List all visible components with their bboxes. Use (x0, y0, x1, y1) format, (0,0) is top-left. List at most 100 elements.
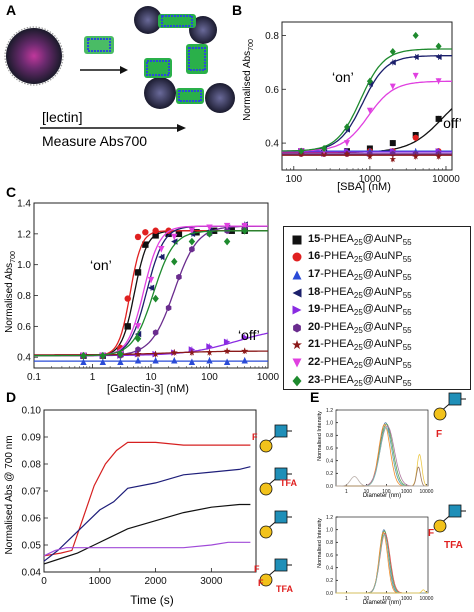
data-point-23 (241, 226, 248, 235)
galactose-circle-icon (259, 573, 273, 587)
legend-polymer: PHEA (323, 303, 354, 316)
x-tick-label: 100 (201, 372, 218, 383)
data-point-17 (171, 357, 178, 364)
legend-item: 19-PHEA25@AuNP55 (290, 301, 466, 319)
panel-d-plot: 0 1000 2000 3000 0.04 0.05 0.06 0.07 0.08 0.09 0.1… (22, 406, 257, 587)
legend-marker (292, 252, 302, 262)
y-tick-label: 0.2 (326, 578, 333, 584)
panel-e-glycan-glyphs: F F TFA (428, 392, 466, 551)
legend-particle: @AuNP (362, 373, 403, 386)
legend: 15-PHEA25@AuNP55 16-PHEA25@AuNP55 17-PHEA2… (283, 226, 471, 390)
triangle-down-marker-icon (292, 358, 302, 368)
y-tick-label: 0.05 (22, 541, 42, 552)
data-point-19 (223, 338, 231, 345)
panel-b-xlabel: [SBA] (nM) (337, 181, 391, 193)
diamond-marker-icon (292, 375, 302, 386)
y-tick-label: 0.06 (22, 514, 42, 525)
legend-polymer: PHEA (323, 250, 354, 263)
data-point-15 (134, 269, 142, 276)
x-tick-label: 0 (41, 576, 47, 587)
x-tick-label: 100 (382, 489, 391, 495)
fit-curve-22 (282, 80, 452, 152)
data-point-23 (435, 42, 442, 50)
panel-letter-b: B (232, 2, 242, 18)
legend-dash: - (320, 355, 324, 368)
legend-number: 19 (308, 303, 321, 316)
size-distribution-0-6 (336, 466, 428, 487)
glyph-label: F (252, 432, 258, 442)
kinetics-line-3 (43, 541, 251, 557)
y-tick-label: 1.0 (326, 527, 333, 533)
legend-marker (292, 235, 302, 245)
y-tick-label: 0.04 (22, 568, 42, 579)
data-point-22 (134, 323, 142, 330)
data-point-15 (124, 323, 131, 330)
plot-frame (281, 21, 453, 171)
size-distribution-0-3 (336, 425, 428, 487)
y-tick-label: 0.4 (17, 353, 31, 364)
legend-dash: - (320, 338, 324, 351)
legend-polymer-sub: 25 (353, 308, 363, 318)
legend-polymer-sub: 25 (353, 343, 363, 353)
legend-label: 23-PHEA25@AuNP55 (308, 374, 412, 388)
panel-c-off-label: ‘off’ (238, 327, 260, 343)
data-point-16 (412, 134, 419, 141)
legend-dash: - (320, 285, 324, 298)
glyph-label: F (258, 578, 264, 588)
galactose-circle-icon (259, 482, 273, 496)
nanoparticle-icon (4, 26, 64, 86)
data-point-21 (134, 350, 142, 358)
legend-label: 18-PHEA25@AuNP55 (308, 286, 412, 300)
data-point-21 (412, 153, 419, 160)
legend-polymer: PHEA (323, 285, 354, 298)
data-point-23 (321, 144, 328, 153)
legend-item: 17-PHEA25@AuNP55 (290, 266, 466, 284)
panel-c-xlabel: [Galectin-3] (nM) (107, 383, 189, 395)
glcnac-square-icon (274, 510, 288, 524)
glcnac-square-icon (448, 392, 462, 406)
data-point-16 (152, 227, 159, 234)
data-point-19 (241, 333, 248, 341)
y-tick-label: 1.2 (326, 515, 333, 521)
y-tick-label: 0.09 (22, 433, 42, 444)
y-tick-label: 1.2 (326, 408, 333, 414)
data-point-22 (389, 83, 396, 90)
legend-polymer: PHEA (323, 232, 354, 245)
plot-frame (335, 516, 429, 594)
data-point-21 (206, 348, 213, 356)
galactose-circle-icon (259, 439, 273, 453)
legend-dash: - (320, 373, 324, 386)
legend-item: 20-PHEA25@AuNP55 (290, 319, 466, 337)
glyph-label: F (428, 528, 434, 539)
legend-polymer-sub: 25 (353, 290, 363, 300)
glcnac-square-icon (274, 424, 288, 438)
legend-particle-sub: 55 (402, 343, 412, 353)
legend-item: 22-PHEA25@AuNP55 (290, 354, 466, 372)
data-point-23 (152, 294, 159, 303)
legend-polymer-sub: 25 (353, 360, 363, 370)
data-point-21 (343, 150, 351, 157)
data-point-22 (412, 72, 419, 79)
y-tick-label: 0.6 (265, 85, 279, 96)
legend-polymer: PHEA (323, 320, 354, 333)
galactose-circle-icon (433, 407, 447, 421)
legend-particle-sub: 55 (402, 237, 412, 247)
fit-curve-22 (34, 225, 268, 357)
fit-curve-21 (34, 350, 268, 356)
triangle-right-marker-icon (292, 305, 302, 315)
kinetics-line-2 (43, 503, 251, 565)
legend-particle: @AuNP (362, 232, 403, 245)
legend-particle-sub: 55 (402, 255, 412, 265)
panel-d-xlabel: Time (s) (130, 593, 174, 607)
data-point-22 (435, 78, 442, 85)
x-tick-label: 1000 (401, 596, 412, 602)
legend-marker (292, 305, 302, 315)
panel-d-ylabel: Normalised Abs @ 700 nm (4, 435, 15, 554)
data-point-17 (99, 358, 107, 366)
panel-e-top-xlabel: Diameter (nm) (363, 493, 401, 499)
y-tick-label: 0.8 (326, 540, 333, 546)
y-tick-label: 0.4 (326, 458, 333, 464)
arrow-label-lectin: [lectin] (42, 109, 82, 125)
